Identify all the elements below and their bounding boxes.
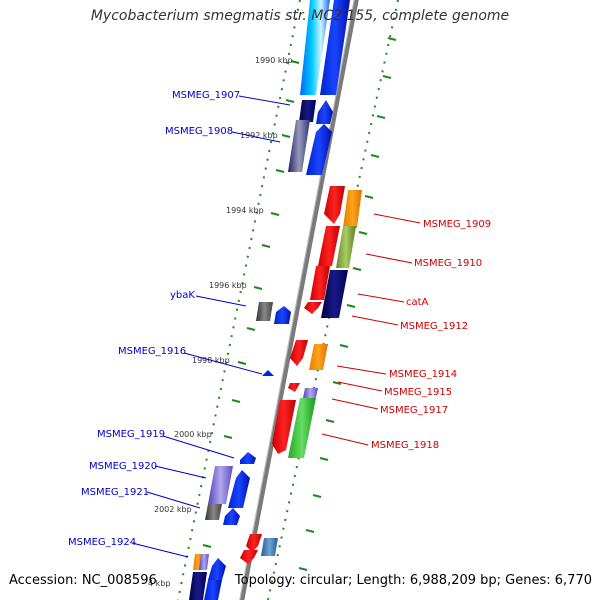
genome-summary: Topology: circular; Length: 6,988,209 bp… xyxy=(234,573,592,588)
accession-label: Accession: NC_008596 xyxy=(9,573,157,588)
gene-arrow-red[interactable] xyxy=(240,550,258,564)
kbp-label: 1992 kbp xyxy=(240,131,278,140)
gene-block-red[interactable] xyxy=(310,266,330,300)
inner-dotted-track xyxy=(177,0,301,600)
kbp-label: 1994 kbp xyxy=(226,206,264,215)
gene-arrow-blue[interactable] xyxy=(316,100,333,124)
kbp-label: 2002 kbp xyxy=(154,505,192,514)
gene-label-forward[interactable]: MSMEG_1919 xyxy=(97,429,165,440)
gene-block-cyan[interactable] xyxy=(300,0,330,95)
outer-tick-marks xyxy=(298,37,397,571)
gene-arrow-blue[interactable] xyxy=(223,508,240,525)
gene-label-reverse[interactable]: MSMEG_1910 xyxy=(414,258,482,269)
gene-label-reverse[interactable]: catA xyxy=(406,297,429,308)
forward-gene-labels: MSMEG_1907 MSMEG_1908 ybaK MSMEG_1916 MS… xyxy=(68,90,240,548)
gene-arrow-blue[interactable] xyxy=(306,124,332,175)
gene-arrow-blue[interactable] xyxy=(228,470,250,508)
gene-arrow-blue[interactable] xyxy=(240,452,256,464)
gene-label-reverse[interactable]: MSMEG_1914 xyxy=(389,369,457,380)
gene-arrow-blue[interactable] xyxy=(274,306,291,324)
gene-label-forward[interactable]: MSMEG_1916 xyxy=(118,346,186,357)
gene-label-forward[interactable]: MSMEG_1907 xyxy=(172,90,240,101)
gene-arrow-blue-small[interactable] xyxy=(262,370,274,376)
gene-block-navylight[interactable] xyxy=(288,120,310,172)
gene-arrow-red[interactable] xyxy=(290,340,308,366)
forward-leader-lines xyxy=(131,95,291,558)
gene-block-green[interactable] xyxy=(288,398,316,458)
gene-label-forward[interactable]: ybaK xyxy=(170,290,195,301)
gene-block-steel[interactable] xyxy=(261,538,278,556)
gene-arrow-red[interactable] xyxy=(324,186,345,224)
gene-label-forward[interactable]: MSMEG_1921 xyxy=(81,487,149,498)
gene-block-gray[interactable] xyxy=(256,302,273,321)
gene-block-red[interactable] xyxy=(318,226,340,266)
forward-genes xyxy=(189,0,350,600)
gene-block-purple[interactable] xyxy=(199,554,209,570)
gene-arrow-red[interactable] xyxy=(304,302,322,314)
gene-label-forward[interactable]: MSMEG_1908 xyxy=(165,126,233,137)
gene-block-orange[interactable] xyxy=(343,190,362,228)
gene-block-navy[interactable] xyxy=(299,100,316,122)
kbp-label: 4 kbp xyxy=(148,579,170,588)
reverse-leader-lines xyxy=(321,213,421,446)
gene-arrow-red-small[interactable] xyxy=(288,383,300,392)
gene-block-navy[interactable] xyxy=(321,270,348,318)
gene-block-purple[interactable] xyxy=(303,388,318,398)
gene-arrow-red[interactable] xyxy=(246,534,262,552)
gene-label-forward[interactable]: MSMEG_1924 xyxy=(68,537,136,548)
gene-block-navy[interactable] xyxy=(189,572,207,600)
gene-block-blue[interactable] xyxy=(204,580,222,600)
gene-arrow-blue[interactable] xyxy=(208,558,226,580)
gene-block-orange[interactable] xyxy=(309,344,328,370)
kbp-label: 1990 kbp xyxy=(255,56,293,65)
reverse-gene-labels: MSMEG_1909 MSMEG_1910 catA MSMEG_1912 MS… xyxy=(371,219,491,451)
genome-backbone xyxy=(239,0,359,600)
gene-label-reverse[interactable]: MSMEG_1915 xyxy=(384,387,452,398)
gene-block-gray[interactable] xyxy=(205,504,222,520)
gene-label-reverse[interactable]: MSMEG_1909 xyxy=(423,219,491,230)
gene-label-reverse[interactable]: MSMEG_1912 xyxy=(400,321,468,332)
gene-block-olive[interactable] xyxy=(336,226,356,268)
kbp-label: 2000 kbp xyxy=(174,430,212,439)
reverse-genes xyxy=(240,186,362,564)
kbp-label: 1996 kbp xyxy=(209,281,247,290)
gene-label-reverse[interactable]: MSMEG_1918 xyxy=(371,440,439,451)
gene-arrow-red[interactable] xyxy=(272,400,296,454)
genome-backbone-highlight xyxy=(239,0,355,600)
map-title: Mycobacterium smegmatis str. MC2 155, co… xyxy=(90,8,510,24)
gene-label-reverse[interactable]: MSMEG_1917 xyxy=(380,405,448,416)
gene-block-blue[interactable] xyxy=(320,0,350,95)
gene-block-purple[interactable] xyxy=(208,466,233,504)
gene-label-forward[interactable]: MSMEG_1920 xyxy=(89,461,157,472)
